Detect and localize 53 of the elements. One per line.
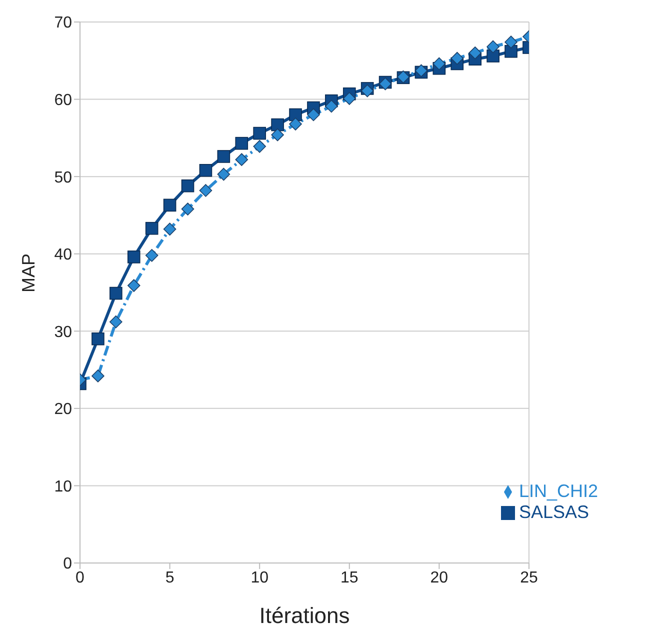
point (289, 118, 302, 130)
point (468, 46, 482, 60)
point (110, 286, 122, 300)
point (163, 222, 176, 236)
point (289, 108, 302, 122)
point (110, 315, 122, 328)
legend-label: SALSAS (518, 502, 590, 522)
point (199, 184, 212, 197)
point (217, 150, 230, 163)
y-tick-label: 60 (54, 92, 72, 109)
point (450, 52, 464, 65)
point (325, 100, 338, 113)
point (127, 250, 140, 264)
point (253, 126, 266, 140)
point (342, 92, 356, 105)
point (163, 198, 176, 212)
point (486, 40, 500, 54)
x-tick-label: 20 (430, 569, 448, 586)
point (235, 153, 248, 166)
y-tick-label: 30 (54, 324, 72, 341)
point (253, 140, 266, 153)
point (127, 279, 140, 292)
y-tick-label: 50 (54, 169, 72, 186)
x-tick-label: 5 (165, 569, 174, 586)
point (504, 36, 518, 48)
point (504, 44, 518, 58)
x-tick-label: 10 (250, 569, 269, 586)
point (92, 332, 104, 346)
y-tick-label: 10 (54, 478, 72, 496)
point (217, 168, 230, 181)
point (145, 249, 158, 262)
point (181, 202, 194, 216)
y-tick-label: 40 (54, 246, 72, 264)
y-tick-label: 70 (54, 14, 72, 32)
point (360, 84, 374, 98)
y-tick-label: 20 (54, 401, 72, 418)
point (145, 222, 158, 235)
x-tick-label: 0 (76, 569, 85, 586)
x-axis-title: Itérations (259, 603, 350, 628)
point (486, 50, 500, 62)
y-axis-title: MAP (18, 253, 38, 292)
x-tick-label: 15 (340, 569, 358, 586)
point (235, 136, 248, 150)
legend-label: LIN_CHI2 (518, 481, 598, 501)
point (92, 370, 104, 382)
point (181, 179, 194, 192)
point (307, 108, 320, 122)
y-tick-label: 0 (63, 556, 72, 573)
point (432, 57, 446, 70)
point (199, 164, 212, 177)
x-tick-label: 25 (520, 569, 538, 586)
point (271, 118, 284, 132)
point (271, 128, 284, 142)
